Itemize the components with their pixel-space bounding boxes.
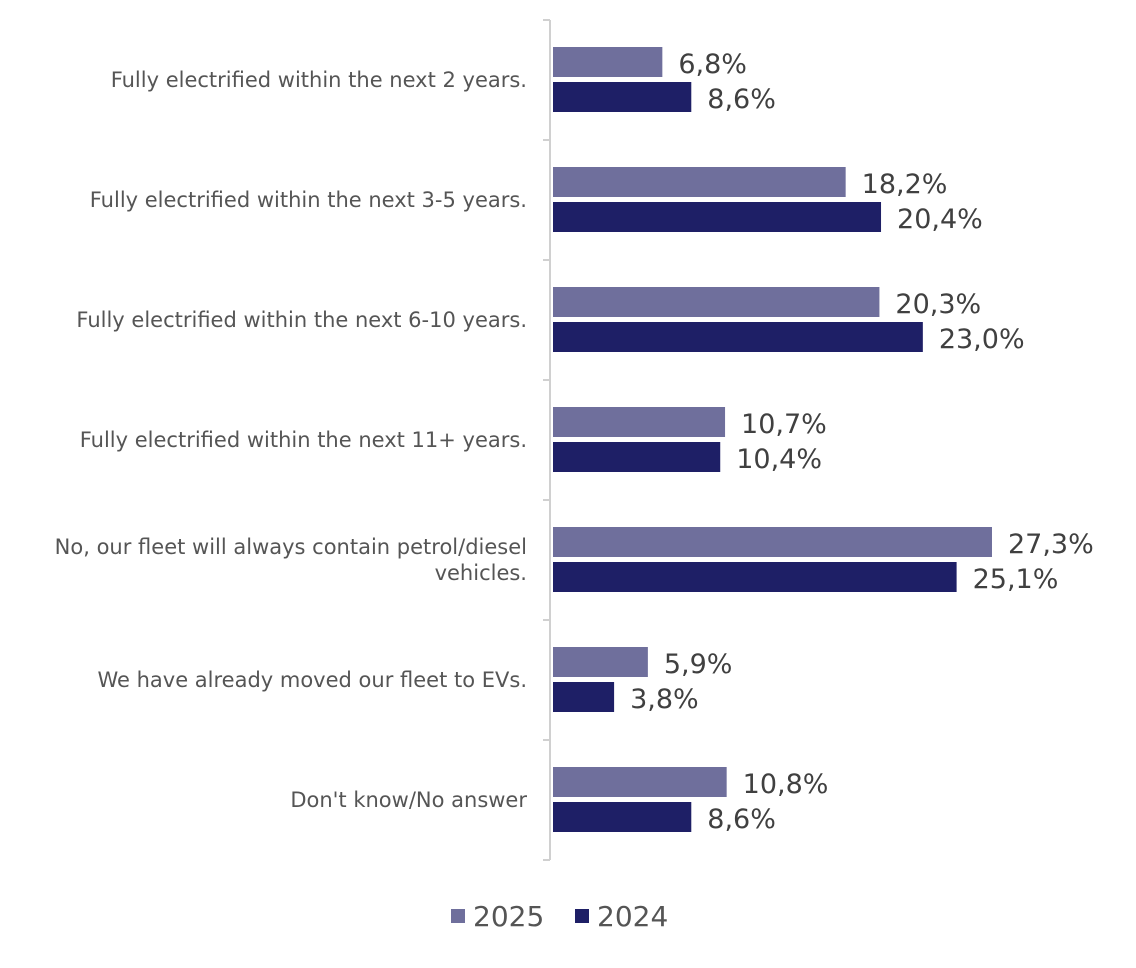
bar-2024 [553,802,692,832]
legend-swatch-2024 [575,909,589,923]
bar-2025 [553,767,727,797]
bar-2025 [553,167,846,197]
data-label-2025: 10,7% [741,409,827,440]
category-label: Don't know/No answer [290,788,527,812]
category-label: No, our fleet will always contain petrol… [55,535,527,559]
data-label-2025: 18,2% [862,169,948,200]
legend-label-2024: 2024 [597,900,668,933]
bar-2024 [553,202,882,232]
data-label-2025: 27,3% [1008,529,1094,560]
category-label: We have already moved our fleet to EVs. [97,668,527,692]
data-label-2024: 8,6% [707,84,776,115]
bar-2025 [553,527,992,557]
data-label-2024: 8,6% [707,804,776,835]
bar-2025 [553,647,648,677]
legend-label-2025: 2025 [473,900,544,933]
data-label-2024: 25,1% [973,564,1059,595]
bar-2024 [553,442,721,472]
data-label-2025: 5,9% [664,649,733,680]
bar-2024 [553,562,957,592]
bar-2025 [553,407,726,437]
data-label-2024: 3,8% [630,684,699,715]
data-label-2024: 20,4% [897,204,983,235]
data-label-2024: 23,0% [939,324,1025,355]
bar-2025 [553,47,663,77]
data-label-2025: 10,8% [743,769,829,800]
data-label-2025: 20,3% [895,289,981,320]
category-label: Fully electrified within the next 2 year… [111,68,527,92]
legend-swatch-2025 [451,909,465,923]
category-label: Fully electrified within the next 3-5 ye… [90,188,527,212]
bar-2025 [553,287,880,317]
bar-2024 [553,682,615,712]
bar-2024 [553,322,923,352]
data-label-2025: 6,8% [678,49,747,80]
data-label-2024: 10,4% [736,444,822,475]
category-label: Fully electrified within the next 11+ ye… [80,428,527,452]
bar-2024 [553,82,692,112]
category-label: Fully electrified within the next 6-10 y… [76,308,527,332]
category-label: vehicles. [435,561,527,585]
